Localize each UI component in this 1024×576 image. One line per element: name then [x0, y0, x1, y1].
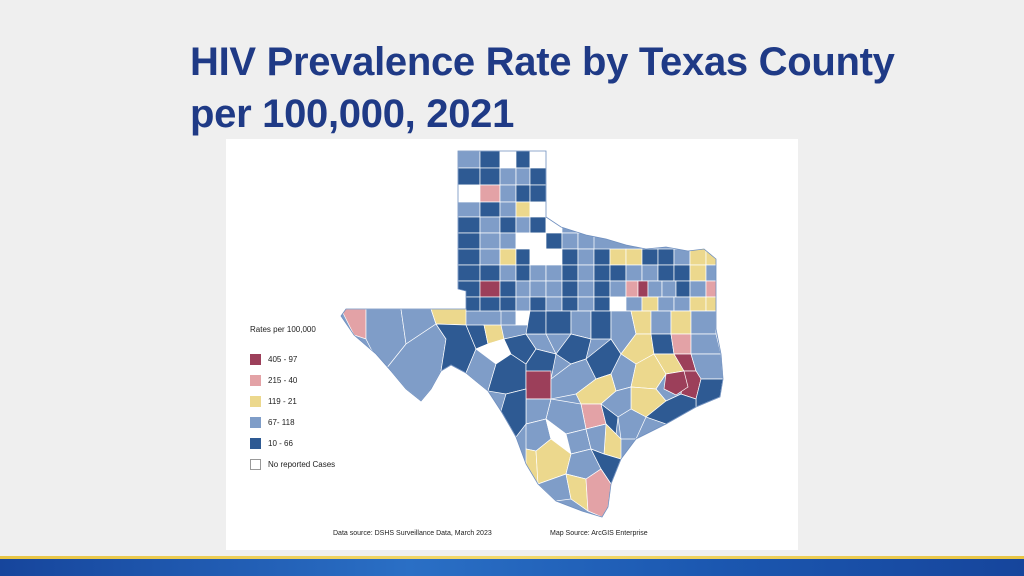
legend-swatch — [250, 354, 261, 365]
map-source-note: Map Source: ArcGIS Enterprise — [550, 530, 648, 537]
data-source-note: Data source: DSHS Surveillance Data, Mar… — [333, 530, 492, 537]
legend-swatch — [250, 417, 261, 428]
footer-bar — [0, 556, 1024, 576]
panhandle-counties — [457, 151, 721, 312]
west-texas-counties — [341, 308, 612, 402]
title-line-2: per 100,000, 2021 — [190, 92, 515, 136]
texas-county-map — [340, 150, 724, 518]
texas-outline — [340, 150, 724, 518]
legend-label: 67- 118 — [268, 418, 295, 427]
legend-item-10-66: 10 - 66 — [250, 433, 360, 454]
legend-item-no-cases: No reported Cases — [250, 454, 360, 475]
legend-swatch — [250, 375, 261, 386]
legend-item-215-40: 215 - 40 — [250, 370, 360, 391]
legend-label: No reported Cases — [268, 460, 336, 469]
legend-swatch — [250, 459, 261, 470]
title-line-1: HIV Prevalence Rate by Texas County — [190, 40, 895, 84]
legend-swatch — [250, 438, 261, 449]
map-panel: Rates per 100,000 405 - 97 215 - 40 119 … — [226, 139, 798, 550]
legend-swatch — [250, 396, 261, 407]
footer-stripe — [0, 556, 1024, 559]
harris-county — [663, 370, 689, 396]
legend-label: 10 - 66 — [268, 439, 293, 448]
central-south-counties — [500, 310, 723, 517]
page-title: HIV Prevalence Rate by Texas County per … — [190, 36, 895, 140]
legend-item-405-97: 405 - 97 — [250, 349, 360, 370]
map-legend: Rates per 100,000 405 - 97 215 - 40 119 … — [250, 325, 360, 475]
legend-title: Rates per 100,000 — [250, 325, 316, 334]
legend-label: 405 - 97 — [268, 355, 298, 364]
legend-item-119-21: 119 - 21 — [250, 391, 360, 412]
legend-label: 215 - 40 — [268, 376, 298, 385]
legend-label: 119 - 21 — [268, 397, 297, 406]
legend-item-67-118: 67- 118 — [250, 412, 360, 433]
